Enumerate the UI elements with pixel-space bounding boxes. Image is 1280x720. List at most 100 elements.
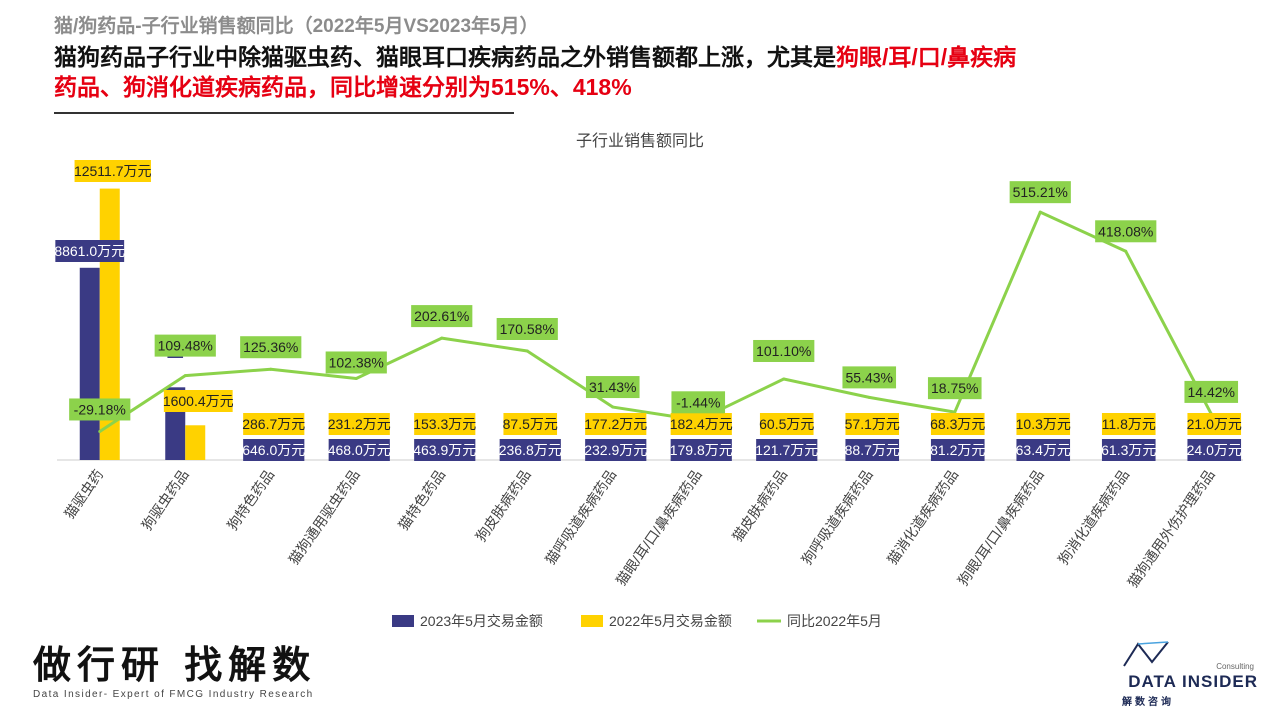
yoy-point-5 bbox=[525, 349, 529, 353]
bar-2022-label-7: 182.4万元 bbox=[670, 413, 733, 435]
yoy-label-0-box bbox=[69, 398, 131, 421]
bar-2022-label-12: 11.8万元 bbox=[1102, 413, 1156, 435]
brand-left: 做行研 找解数 Data Insider- Expert of FMCG Ind… bbox=[33, 643, 316, 701]
bar-2023-label-12-text: 61.3万元 bbox=[1101, 442, 1156, 458]
bar-2022-label-9: 57.1万元 bbox=[845, 413, 900, 435]
yoy-label-12: 418.08% bbox=[1095, 220, 1157, 243]
x-tick-label-3: 猫狗通用驱虫药品 bbox=[285, 467, 362, 568]
yoy-point-8 bbox=[782, 377, 786, 381]
bar-2022-label-11-text: 10.3万元 bbox=[1016, 416, 1071, 432]
x-tick-label-12: 狗消化道疾病药品 bbox=[1055, 467, 1132, 568]
yoy-label-13-box bbox=[1184, 380, 1239, 403]
yoy-point-9 bbox=[867, 395, 871, 399]
bar-2022-label-8: 60.5万元 bbox=[759, 413, 814, 435]
labels-layer: 8861.0万元12511.7万元31600.4万元646.0万元286.7万元… bbox=[54, 160, 1242, 461]
bar-2022-label-6: 177.2万元 bbox=[584, 413, 647, 435]
bar-2023-label-8-text: 121.7万元 bbox=[755, 442, 818, 458]
legend-swatch-1 bbox=[581, 615, 603, 627]
headline-divider bbox=[54, 112, 514, 114]
bar-2022-label-1-box bbox=[163, 390, 233, 412]
bar-2022-label-13: 21.0万元 bbox=[1187, 413, 1242, 435]
bar-2023-label-5-text: 236.8万元 bbox=[499, 442, 562, 458]
bar-2023-label-11: 63.4万元 bbox=[1016, 439, 1071, 461]
bar-2022-label-3-box bbox=[328, 413, 390, 435]
yoy-label-7: -1.44% bbox=[671, 391, 726, 414]
bar-2023-label-7: 179.8万元 bbox=[670, 439, 733, 461]
bar-2022-label-10: 68.3万元 bbox=[930, 413, 985, 435]
bar-2023-label-2-box bbox=[243, 439, 305, 461]
brand-logo: Consulting DATA INSIDER 解数咨询 bbox=[1118, 636, 1258, 708]
x-tick-label-11: 狗眼/耳/口/鼻疾病药品 bbox=[955, 467, 1047, 589]
yoy-label-8-text: 101.10% bbox=[756, 343, 811, 359]
yoy-label-9-box bbox=[842, 366, 897, 389]
bar-2023-label-7-box bbox=[670, 439, 732, 461]
bar-2023-label-3: 468.0万元 bbox=[328, 439, 391, 461]
bar-2023-0 bbox=[79, 267, 100, 460]
yoy-label-7-text: -1.44% bbox=[676, 394, 720, 410]
headline-highlight-2: 药品、狗消化道疾病药品，同比增速分别为515%、418% bbox=[54, 74, 632, 100]
bar-2022-label-11: 10.3万元 bbox=[1016, 413, 1071, 435]
bar-2022-label-4: 153.3万元 bbox=[413, 413, 476, 435]
yoy-label-2-text: 125.36% bbox=[243, 339, 298, 355]
bar-2023-label-10-box bbox=[930, 439, 985, 461]
bar-2022-label-6-text: 177.2万元 bbox=[584, 416, 647, 432]
bar-2022-label-12-text: 11.8万元 bbox=[1102, 416, 1156, 432]
bar-2023-label-6-box bbox=[585, 439, 647, 461]
bar-2023-label-11-box bbox=[1016, 439, 1071, 461]
bar-2022-label-9-text: 57.1万元 bbox=[845, 416, 900, 432]
x-tick-label-2: 狗特色药品 bbox=[224, 467, 277, 534]
page-subtitle: 猫/狗药品-子行业销售额同比（2022年5月VS2023年5月） bbox=[54, 16, 539, 37]
logo-mark-icon bbox=[1123, 641, 1169, 667]
x-tick-label-4: 猫特色药品 bbox=[395, 467, 448, 534]
yoy-label-6-text: 31.43% bbox=[589, 379, 636, 395]
yoy-point-1 bbox=[183, 374, 187, 378]
bar-2023-label-6: 232.9万元 bbox=[584, 439, 647, 461]
yoy-label-9-text: 55.43% bbox=[846, 369, 893, 385]
bar-2023-label-10: 81.2万元 bbox=[930, 439, 985, 461]
legend-label-0: 2023年5月交易金额 bbox=[420, 613, 543, 629]
yoy-label-0: -29.18% bbox=[69, 398, 131, 421]
yoy-label-13-text: 14.42% bbox=[1188, 384, 1235, 400]
bar-2023-label-0-box bbox=[55, 240, 125, 262]
yoy-label-4: 202.61% bbox=[411, 305, 473, 328]
headline-text: 猫狗药品子行业中除猫驱虫药、猫眼耳口疾病药品之外销售额都上涨，尤其是 bbox=[54, 44, 836, 70]
bar-2022-label-3-text: 231.2万元 bbox=[328, 416, 391, 432]
yoy-label-2: 125.36% bbox=[240, 336, 302, 359]
bar-2022-label-1: 1600.4万元 bbox=[163, 390, 234, 412]
bar-2023-label-3-box bbox=[328, 439, 390, 461]
bar-2022-label-2: 286.7万元 bbox=[242, 413, 305, 435]
x-tick-label-8: 猫皮肤病药品 bbox=[729, 467, 790, 545]
yoy-label-4-text: 202.61% bbox=[414, 308, 469, 324]
bar-2022-label-10-box bbox=[930, 413, 985, 435]
bar-2022-label-11-box bbox=[1016, 413, 1071, 435]
header: 猫/狗药品-子行业销售额同比（2022年5月VS2023年5月） 猫狗药品子行业… bbox=[54, 14, 1234, 102]
bar-2022-label-12-box bbox=[1101, 413, 1156, 435]
bar-2023-label-10-text: 81.2万元 bbox=[930, 442, 985, 458]
bar-2022-label-13-box bbox=[1187, 413, 1242, 435]
bar-2022-label-13-text: 21.0万元 bbox=[1187, 416, 1242, 432]
yoy-label-0-text: -29.18% bbox=[74, 401, 126, 417]
yoy-point-3 bbox=[354, 376, 358, 380]
x-tick-label-13: 猫狗通用外伤护理药品 bbox=[1124, 467, 1217, 591]
yoy-point-6 bbox=[611, 405, 615, 409]
logo-name: DATA INSIDER bbox=[1128, 672, 1258, 691]
brand-tagline: Data Insider- Expert of FMCG Industry Re… bbox=[33, 689, 314, 700]
bar-2023-label-4-text: 463.9万元 bbox=[413, 442, 476, 458]
legend-item-0: 2023年5月交易金额 bbox=[392, 613, 543, 629]
x-tick-label-10: 猫消化道疾病药品 bbox=[884, 467, 961, 568]
yoy-label-2-box bbox=[240, 336, 302, 359]
x-tick-label-1: 狗驱虫药品 bbox=[138, 467, 191, 534]
bar-2022-label-6-box bbox=[585, 413, 647, 435]
yoy-label-3-text: 102.38% bbox=[329, 354, 384, 370]
yoy-line bbox=[98, 210, 1213, 433]
bar-2023-label-2-text: 646.0万元 bbox=[242, 442, 305, 458]
yoy-label-3: 102.38% bbox=[325, 351, 387, 374]
bar-2022-label-0-text: 12511.7万元 bbox=[74, 163, 152, 179]
bar-2022-label-7-box bbox=[670, 413, 732, 435]
yoy-label-1-box bbox=[154, 334, 216, 357]
bar-2023-label-5: 236.8万元 bbox=[499, 439, 562, 461]
legend-item-1: 2022年5月交易金额 bbox=[581, 613, 732, 629]
yoy-point-12 bbox=[1124, 249, 1128, 253]
bar-2022-label-0-box bbox=[74, 160, 151, 182]
bar-2022-label-9-box bbox=[845, 413, 900, 435]
